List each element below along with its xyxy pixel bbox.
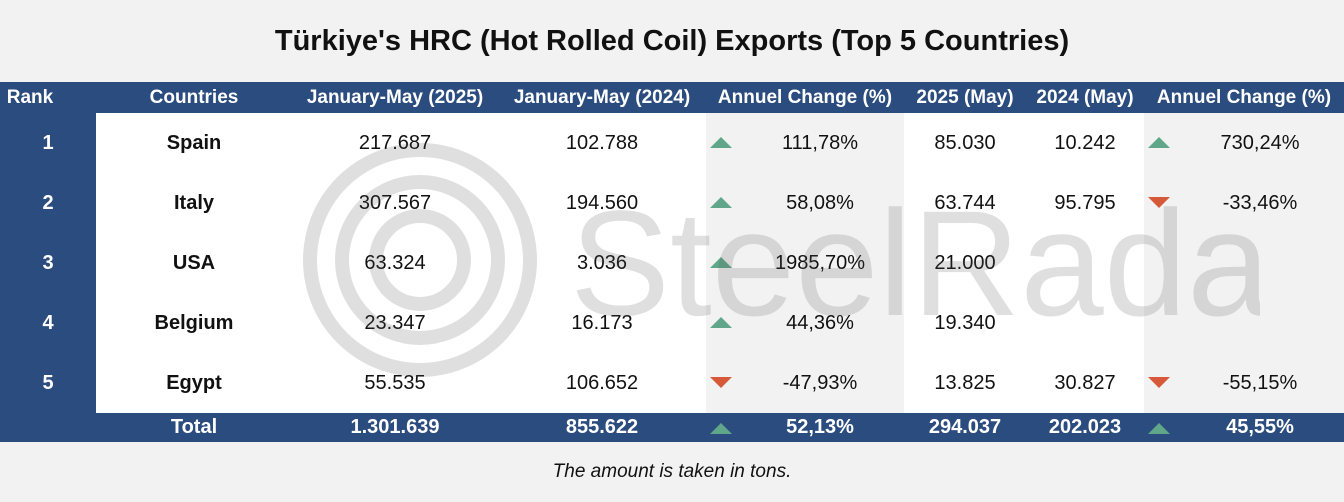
- header-jan-may-2025: January-May (2025): [306, 86, 484, 108]
- total-may-2025: 294.037: [928, 416, 1002, 438]
- may-annual-change-cell: [1176, 233, 1344, 293]
- annual-up-arrow-icon: [710, 137, 732, 148]
- rank-cell: 3: [42, 251, 54, 274]
- jan-may-2024-cell: 106.652: [565, 371, 639, 394]
- may-annual-change-cell: -55,15%: [1222, 371, 1298, 394]
- table-body: 1 Spain 217.687 102.788 111,78% 85.030 10.242 7…: [0, 113, 1344, 413]
- jan-may-2025-cell: 55.535: [364, 371, 426, 394]
- may-annual-down-arrow-icon: [1148, 377, 1170, 388]
- jan-may-2024-cell: 194.560: [565, 191, 639, 214]
- annual-change-cell: 1985,70%: [774, 251, 866, 274]
- may-annual-change-cell: [1176, 293, 1344, 353]
- total-may-up-arrow-icon: [1148, 423, 1170, 434]
- table-row: 5 Egypt 55.535 106.652 -47,93% 13.825 30.827 -5…: [0, 353, 1344, 413]
- footnote: The amount is taken in tons.: [552, 461, 792, 482]
- may-2025-cell: 19.340: [934, 311, 996, 334]
- jan-may-2025-cell: 63.324: [364, 251, 426, 274]
- annual-change-cell: 44,36%: [786, 311, 854, 334]
- total-jan-may-2025: 1.301.639: [350, 416, 440, 438]
- may-annual-up-arrow-icon: [1148, 137, 1170, 148]
- table-header-row: Rank Countries January-May (2025) Januar…: [0, 82, 1344, 113]
- rank-cell: 1: [42, 131, 54, 154]
- total-may-annual-change: 45,55%: [1226, 416, 1294, 438]
- annual-up-arrow-icon: [710, 317, 732, 328]
- annual-up-arrow-icon: [710, 197, 732, 208]
- may-2025-cell: 21.000: [934, 251, 996, 274]
- may-annual-down-arrow-icon: [1148, 197, 1170, 208]
- total-label: Total: [170, 416, 218, 438]
- may-2024-cell: 10.242: [1054, 131, 1116, 154]
- may-annual-change-cell: -33,46%: [1222, 191, 1298, 214]
- header-jan-may-2024: January-May (2024): [513, 86, 691, 108]
- header-rank: Rank: [6, 86, 54, 108]
- total-may-2024: 202.023: [1048, 416, 1122, 438]
- total-annual-up-arrow-icon: [710, 423, 732, 434]
- page-title: Türkiye's HRC (Hot Rolled Coil) Exports …: [274, 24, 1070, 57]
- rank-column-bg: [0, 113, 96, 413]
- jan-may-2025-cell: 23.347: [364, 311, 426, 334]
- exports-table: Rank Countries January-May (2025) Januar…: [0, 82, 1344, 442]
- total-annual-change: 52,13%: [786, 416, 854, 438]
- header-annual-change: Annuel Change (%): [717, 86, 893, 108]
- table-row: 4 Belgium 23.347 16.173 44,36% 19.340: [0, 293, 1344, 353]
- country-cell: Spain: [166, 131, 222, 154]
- rank-cell: 5: [42, 371, 54, 394]
- header-may-2024: 2024 (May): [1036, 86, 1134, 108]
- jan-may-2025-cell: 307.567: [358, 191, 432, 214]
- table-row: 3 USA 63.324 3.036 1985,70% 21.000: [0, 233, 1344, 293]
- may-2025-cell: 13.825: [934, 371, 996, 394]
- may-2025-cell: 63.744: [934, 191, 996, 214]
- country-cell: Belgium: [154, 311, 234, 334]
- annual-change-cell: 58,08%: [786, 191, 854, 214]
- rank-cell: 2: [42, 191, 54, 214]
- annual-change-cell: -47,93%: [782, 371, 858, 394]
- header-may-annual-change: Annuel Change (%): [1156, 86, 1332, 108]
- may-2024-cell: [1026, 293, 1144, 353]
- country-cell: Italy: [173, 191, 215, 214]
- annual-up-arrow-icon: [710, 257, 732, 268]
- jan-may-2025-cell: 217.687: [358, 131, 432, 154]
- country-cell: Egypt: [166, 371, 222, 394]
- total-jan-may-2024: 855.622: [565, 416, 639, 438]
- may-2024-cell: [1026, 233, 1144, 293]
- may-2024-cell: 30.827: [1054, 371, 1116, 394]
- rank-cell: 4: [42, 311, 54, 334]
- may-2025-cell: 85.030: [934, 131, 996, 154]
- jan-may-2024-cell: 102.788: [565, 131, 639, 154]
- may-annual-change-cell: 730,24%: [1220, 131, 1300, 154]
- jan-may-2024-cell: 3.036: [576, 251, 628, 274]
- country-cell: USA: [172, 251, 216, 274]
- table-total-row: Total 1.301.639 855.622 52,13% 294.037 2…: [0, 413, 1344, 442]
- header-may-2025: 2025 (May): [916, 86, 1014, 108]
- header-countries: Countries: [149, 86, 239, 108]
- annual-down-arrow-icon: [710, 377, 732, 388]
- annual-change-cell: 111,78%: [782, 131, 858, 154]
- jan-may-2024-cell: 16.173: [571, 311, 633, 334]
- may-2024-cell: 95.795: [1054, 191, 1116, 214]
- table-row: 2 Italy 307.567 194.560 58,08% 63.744 95.795 -3…: [0, 173, 1344, 233]
- table-row: 1 Spain 217.687 102.788 111,78% 85.030 10.242 7…: [0, 113, 1344, 173]
